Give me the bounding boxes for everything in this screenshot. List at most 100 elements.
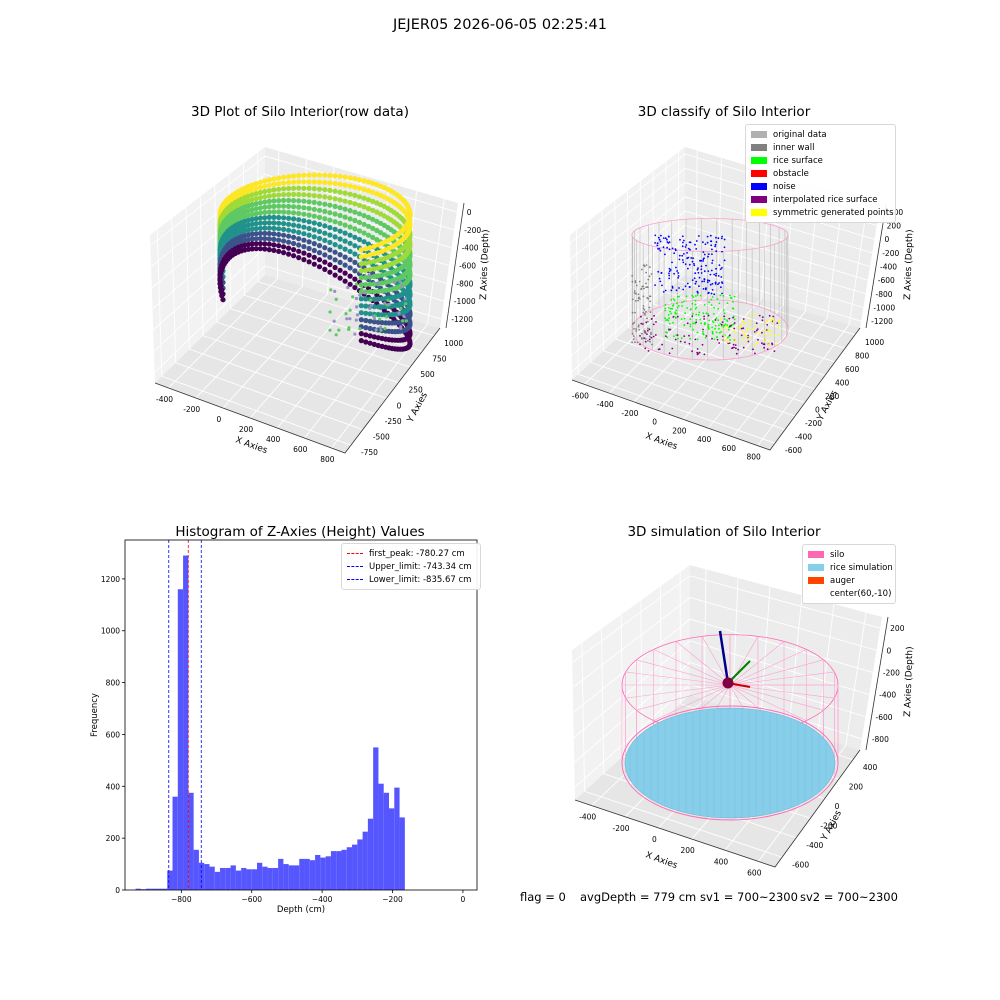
classified-point [631, 341, 633, 344]
silo-roof-line [729, 671, 835, 686]
classified-point [711, 259, 714, 262]
figure-title: JEJER05 2026-06-05 02:25:41 [392, 17, 607, 33]
classified-point [734, 340, 737, 343]
classified-point [646, 333, 648, 335]
data-point [352, 243, 358, 249]
classified-point [683, 300, 685, 303]
data-point [367, 259, 373, 265]
classified-point [696, 353, 699, 356]
data-point [342, 230, 348, 236]
data-point [271, 242, 277, 248]
data-point [296, 179, 302, 185]
classified-point [650, 336, 653, 339]
classified-point [697, 292, 699, 294]
classified-point [675, 309, 678, 312]
classified-point [643, 329, 646, 332]
data-point [281, 192, 287, 198]
data-point [296, 248, 302, 254]
classified-point [694, 338, 697, 341]
classified-point [735, 352, 738, 355]
data-point [393, 287, 397, 292]
data-point [332, 211, 338, 217]
classified-point [729, 339, 731, 341]
data-point [332, 219, 338, 225]
legend-swatch [347, 579, 363, 580]
classified-point [695, 321, 698, 324]
data-point [371, 319, 377, 325]
classified-point [746, 329, 749, 331]
classified-point [727, 341, 730, 344]
histogram-bar [299, 858, 305, 890]
data-point [296, 210, 302, 216]
classified-point [733, 346, 735, 349]
classified-point [633, 335, 635, 337]
silo-roof-line [636, 684, 731, 711]
data-point [253, 191, 259, 197]
histogram-bar [278, 858, 284, 890]
data-point [347, 240, 353, 246]
classified-point [676, 315, 679, 318]
auger-axis-z [718, 630, 730, 684]
classified-point [681, 301, 683, 304]
data-point [378, 317, 382, 321]
plot-title-histogram: Histogram of Z-Axies (Height) Values [175, 524, 425, 540]
data-point [301, 205, 307, 211]
classified-point [761, 342, 763, 344]
classified-point [674, 312, 677, 315]
y-tick-label: 0 [397, 401, 402, 410]
data-point [363, 260, 369, 266]
data-point [337, 259, 343, 265]
classified-point [710, 244, 713, 247]
classified-point [664, 253, 666, 256]
data-point [375, 335, 381, 341]
data-point [249, 236, 255, 242]
data-point [322, 252, 328, 258]
data-point [271, 214, 277, 220]
legend-swatch [751, 170, 767, 177]
classified-point [749, 336, 751, 339]
status-avg-depth: avgDepth = 779 cm [580, 890, 697, 904]
histogram-bar [357, 839, 363, 890]
classified-point [658, 348, 661, 350]
classified-point [724, 323, 727, 326]
classified-point [647, 297, 650, 300]
classified-point [677, 272, 680, 274]
classified-point [763, 333, 766, 336]
data-point [399, 306, 403, 311]
classified-point [694, 282, 697, 285]
classified-point [684, 341, 686, 344]
data-point [291, 222, 297, 228]
data-point [347, 216, 353, 222]
data-point [327, 187, 333, 193]
data-point [332, 188, 338, 194]
classified-point [639, 343, 641, 346]
data-point [352, 276, 358, 282]
data-point [374, 328, 378, 332]
classified-point [735, 347, 737, 350]
classified-point [685, 295, 688, 298]
classified-point [751, 328, 753, 330]
y-tick-label: 800 [106, 679, 121, 688]
classified-point [673, 299, 676, 302]
data-point [296, 173, 302, 179]
classified-point [696, 351, 699, 354]
data-point [337, 236, 343, 242]
classified-point [666, 241, 669, 243]
data-point [311, 234, 317, 240]
classified-point [644, 314, 646, 316]
data-point [332, 319, 336, 323]
data-point [281, 215, 287, 221]
classified-point [729, 294, 731, 297]
data-point [342, 222, 348, 228]
silo-roof-line [729, 684, 824, 711]
x-tick-label: 600 [293, 445, 308, 454]
data-point [401, 319, 405, 323]
classified-point [680, 318, 683, 320]
classified-point [705, 287, 707, 289]
histogram-bar [262, 866, 268, 890]
x-axis-label: Depth (cm) [277, 905, 325, 915]
data-point [276, 243, 282, 249]
classified-point [668, 270, 671, 273]
y-tick-label: 0 [835, 802, 840, 811]
data-point [332, 234, 338, 240]
